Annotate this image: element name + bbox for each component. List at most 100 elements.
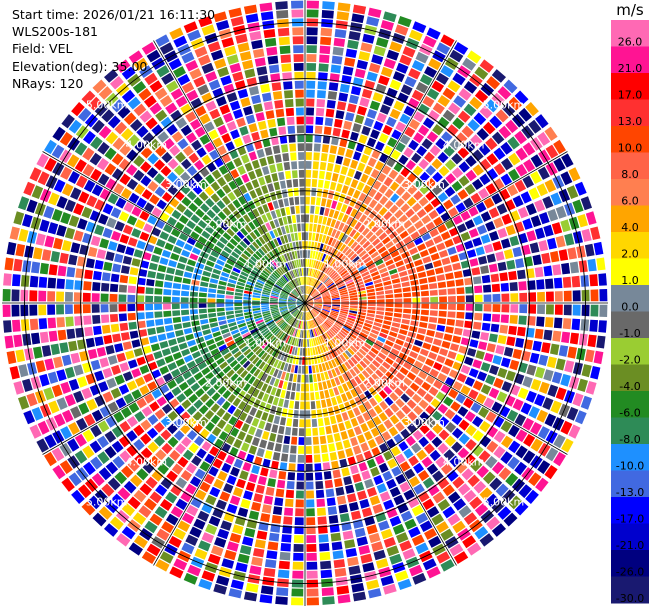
velocity-gate [315, 281, 321, 288]
velocity-gate [448, 102, 461, 115]
velocity-gate [306, 0, 319, 9]
velocity-gate [333, 210, 340, 219]
velocity-gate [334, 277, 342, 284]
velocity-gate [387, 137, 398, 148]
velocity-gate [356, 261, 365, 269]
velocity-gate [508, 96, 522, 111]
velocity-gate [410, 231, 420, 240]
velocity-gate [306, 125, 314, 134]
velocity-gate [333, 262, 341, 270]
velocity-gate [343, 259, 351, 267]
velocity-gate [486, 168, 499, 181]
velocity-gate [328, 209, 335, 218]
velocity-gate [382, 236, 391, 245]
velocity-gate [414, 259, 423, 267]
velocity-gate [368, 210, 377, 219]
colorbar-tick-label: -26.0 [616, 566, 644, 579]
velocity-gate [311, 179, 318, 188]
velocity-gate [334, 220, 341, 229]
velocity-gate [419, 277, 428, 285]
velocity-gate [590, 226, 601, 240]
velocity-gate [354, 221, 362, 231]
velocity-gate [492, 241, 503, 251]
velocity-gate [466, 249, 477, 258]
velocity-gate [389, 41, 403, 53]
velocity-gate [383, 211, 393, 221]
velocity-gate [530, 171, 542, 184]
velocity-gate [316, 242, 321, 251]
velocity-gate [392, 71, 405, 83]
velocity-gate [439, 249, 449, 258]
velocity-gate [475, 201, 487, 213]
velocity-gate [547, 208, 559, 222]
velocity-gate [433, 235, 443, 244]
velocity-gate [308, 232, 312, 241]
velocity-gate [500, 238, 511, 249]
velocity-gate [395, 186, 406, 196]
velocity-gate [344, 248, 352, 256]
velocity-gate [356, 284, 365, 289]
velocity-gate [412, 165, 424, 176]
velocity-gate [375, 259, 384, 266]
velocity-gate [411, 60, 425, 72]
velocity-gate [340, 166, 349, 175]
velocity-gate [361, 253, 370, 261]
velocity-gate [309, 268, 313, 277]
velocity-gate [508, 152, 521, 166]
velocity-gate [327, 227, 334, 236]
velocity-gate [390, 273, 399, 280]
velocity-gate [406, 196, 417, 207]
velocity-gate [507, 136, 520, 150]
velocity-gate [331, 228, 337, 238]
velocity-gate [426, 269, 435, 277]
velocity-gate [366, 16, 380, 27]
velocity-gate [356, 59, 368, 70]
velocity-gate [306, 276, 308, 285]
velocity-gate [444, 238, 454, 248]
velocity-gate [326, 99, 336, 109]
velocity-gate [422, 117, 435, 129]
velocity-gate [425, 165, 437, 176]
velocity-gate [446, 124, 459, 137]
velocity-gate [542, 196, 554, 209]
colorbar-tick-label: -8.0 [619, 433, 640, 446]
colorbar-tick-label: 13.0 [618, 115, 643, 128]
velocity-gate [472, 237, 483, 247]
velocity-gate [330, 288, 338, 294]
velocity-gate [377, 263, 386, 270]
velocity-gate [368, 62, 381, 74]
velocity-gate [373, 45, 386, 57]
velocity-gate [380, 20, 394, 31]
velocity-gate [320, 153, 328, 162]
velocity-gate [341, 185, 349, 194]
velocity-gate [305, 152, 312, 160]
velocity-gate [366, 137, 377, 148]
velocity-gate [306, 116, 314, 125]
velocity-gate [422, 256, 432, 264]
velocity-gate [529, 242, 540, 254]
velocity-gate [306, 36, 318, 45]
velocity-gate [346, 281, 355, 287]
velocity-gate [390, 250, 400, 258]
velocity-gate [416, 208, 427, 219]
velocity-gate [313, 295, 321, 300]
velocity-gate [338, 285, 346, 290]
velocity-gate [406, 225, 417, 235]
velocity-gate [343, 274, 351, 281]
velocity-gate [460, 260, 470, 269]
velocity-gate [409, 214, 420, 224]
velocity-gate [372, 180, 382, 190]
velocity-gate [489, 230, 499, 242]
velocity-gate [458, 175, 470, 187]
velocity-gate [311, 278, 316, 287]
velocity-gate [384, 188, 394, 199]
velocity-gate [480, 211, 492, 222]
velocity-gate [358, 250, 367, 258]
velocity-gate [331, 292, 339, 296]
velocity-gate [508, 168, 520, 182]
velocity-gate [340, 291, 348, 296]
velocity-gate [348, 31, 361, 41]
velocity-gate [458, 88, 472, 101]
velocity-gate [314, 251, 319, 260]
velocity-gate [317, 179, 324, 188]
